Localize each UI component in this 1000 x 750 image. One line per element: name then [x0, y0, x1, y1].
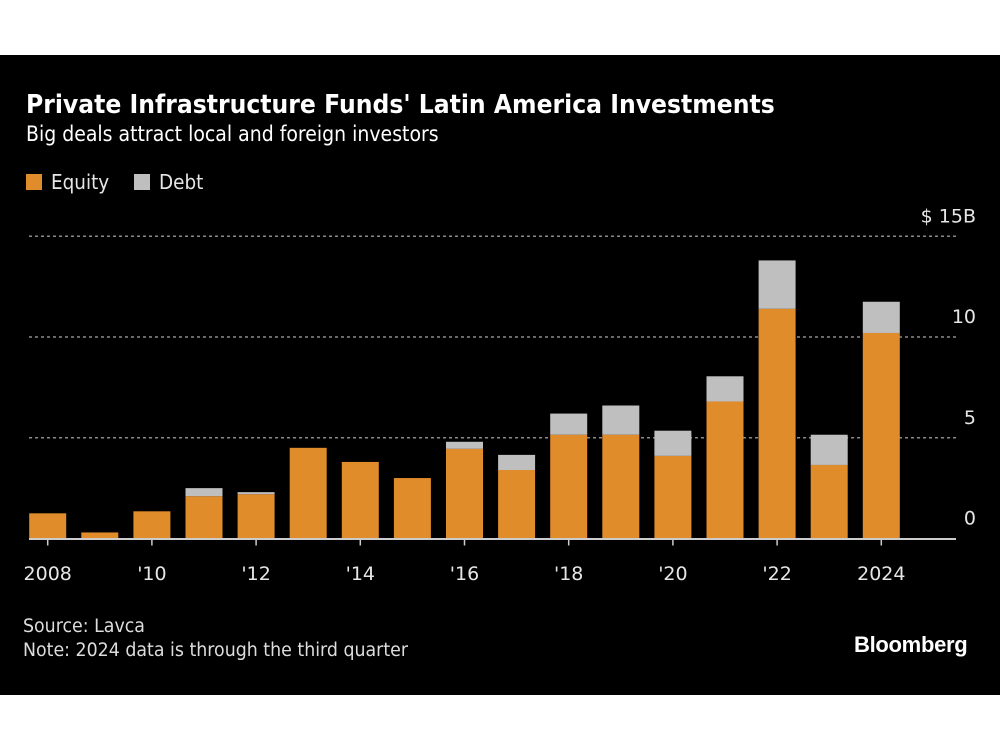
y-tick-label-0: 0	[964, 508, 976, 530]
y-tick-label-5: 5	[964, 407, 976, 429]
legend-swatch-debt	[134, 174, 150, 190]
x-tick-label-2020: '20	[658, 563, 687, 585]
bar-debt-2022	[758, 260, 796, 309]
bar-equity-2011	[185, 496, 223, 539]
bar-debt-2024	[862, 301, 900, 333]
bar-equity-2016	[446, 448, 483, 539]
x-tick-label-2014: '14	[346, 563, 375, 585]
chart-panel	[0, 55, 1000, 695]
bar-equity-2020	[654, 455, 692, 539]
x-tick-label-2010: '10	[137, 563, 166, 585]
legend-swatch-equity	[26, 174, 42, 190]
source-note: Source: Lavca	[23, 616, 145, 637]
x-tick-label-2008: 2008	[24, 563, 72, 585]
bar-equity-2018	[550, 434, 588, 539]
y-tick-label-10: 10	[952, 306, 976, 328]
x-tick-label-2016: '16	[450, 563, 479, 585]
legend-label-equity: Equity	[51, 170, 110, 194]
bar-debt-2012	[237, 492, 275, 495]
x-tick-label-2018: '18	[554, 563, 583, 585]
bar-debt-2020	[654, 430, 692, 456]
bar-equity-2021	[706, 401, 744, 539]
chart-title: Private Infrastructure Funds' Latin Amer…	[26, 90, 775, 120]
x-tick-label-2012: '12	[241, 563, 270, 585]
bar-equity-2017	[498, 469, 536, 539]
bloomberg-logo: Bloomberg	[854, 632, 968, 657]
bar-debt-2019	[602, 405, 640, 435]
bar-equity-2024	[862, 332, 900, 539]
x-tick-label-2024: 2024	[857, 563, 905, 585]
bar-debt-2023	[810, 434, 848, 465]
bar-equity-2019	[602, 434, 640, 539]
y-tick-label-15: $ 15B	[921, 205, 976, 227]
chart-subtitle: Big deals attract local and foreign inve…	[26, 122, 439, 146]
bar-equity-2015	[393, 478, 431, 539]
footnote: Note: 2024 data is through the third qua…	[23, 640, 409, 661]
bar-debt-2011	[185, 488, 223, 497]
bar-equity-2009	[81, 532, 119, 539]
bar-debt-2021	[706, 376, 744, 402]
bar-debt-2018	[550, 413, 588, 435]
bar-equity-2023	[810, 464, 848, 539]
bar-equity-2010	[133, 511, 171, 539]
x-tick-label-2022: '22	[762, 563, 791, 585]
bar-debt-2017	[498, 454, 536, 470]
bar-equity-2012	[237, 494, 275, 539]
bar-equity-2014	[341, 461, 379, 539]
bar-debt-2016	[446, 441, 483, 449]
bar-equity-2008	[29, 513, 67, 539]
bar-equity-2013	[289, 447, 327, 539]
bar-equity-2022	[758, 308, 796, 539]
legend-label-debt: Debt	[159, 170, 204, 194]
